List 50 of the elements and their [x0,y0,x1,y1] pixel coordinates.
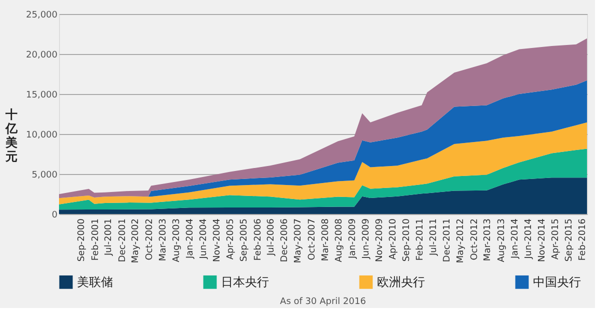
x-tick-label: Mar-2003 [158,218,168,262]
x-tick-label: Sep-2015 [564,218,575,262]
x-tick-label: Sep-2010 [402,218,412,262]
y-tick-label: 10,000 [26,130,58,140]
y-tick-label: 15,000 [26,90,58,100]
x-tick-label: Aug-2008 [334,218,344,262]
x-tick-label: May-2002 [131,218,142,264]
legend-label: 中国央行 [533,275,581,290]
x-tick-label: Nov-2004 [212,218,223,262]
x-tick-label: Oct-2012 [470,218,480,260]
x-tick-label: Aug-2003 [172,218,182,262]
x-tick-label: Sep-2005 [240,218,250,262]
legend-label: 日本央行 [221,275,269,290]
x-tick-label: Jun-2014 [524,218,534,260]
x-tick-label: Apr-2010 [388,218,398,260]
x-tick-label: Mar-2008 [320,218,331,262]
x-tick-label: Dec-2011 [442,218,453,262]
x-tick-label: Dec-2006 [280,218,290,262]
x-tick-label: May-2007 [294,218,304,264]
x-tick-label: Jul-2006 [266,218,277,257]
y-tick-label: 25,000 [26,10,58,20]
y-axis-title: 十亿美元 [4,108,18,164]
text: As of 30 April 2016 [280,297,366,307]
x-tick-label: Nov-2009 [375,218,386,262]
x-tick-label: Jun-2004 [199,218,209,260]
x-tick-label: Feb-2001 [90,218,101,261]
x-tick-label: Jan-2014 [510,218,520,260]
legend-label: 美联储 [77,275,113,290]
x-tick-label: Oct-2002 [144,218,155,260]
x-tick-label: Jan-2004 [185,218,196,260]
x-tick-label: Feb-2011 [416,218,426,261]
x-tick-label: Mar-2013 [483,218,494,262]
x-tick-label: Jul-2011 [429,218,440,257]
y-tick-label: 0 [52,210,58,220]
x-tick-label: Jun-2009 [361,218,372,260]
x-tick-label: Feb-2016 [578,218,588,261]
x-tick-label: Dec-2001 [118,218,128,262]
x-tick-label: Nov-2014 [538,218,548,262]
y-tick-label: 20,000 [26,50,58,60]
x-tick-label: Apr-2005 [226,218,236,260]
x-tick-label: Jan-2009 [348,218,358,260]
x-tick-label: Apr-2015 [550,218,561,260]
x-tick-label: Sep-2000 [77,218,88,262]
legend-label: 欧洲央行 [377,275,425,290]
x-tick-label: Jul-2001 [104,218,114,257]
x-tick-label: Aug-2013 [496,218,507,262]
y-tick-label: 5,000 [32,170,58,180]
x-tick-label: Oct-2007 [307,218,318,260]
x-tick-label: May-2012 [456,218,466,264]
x-tick-label: Feb-2006 [253,218,264,261]
